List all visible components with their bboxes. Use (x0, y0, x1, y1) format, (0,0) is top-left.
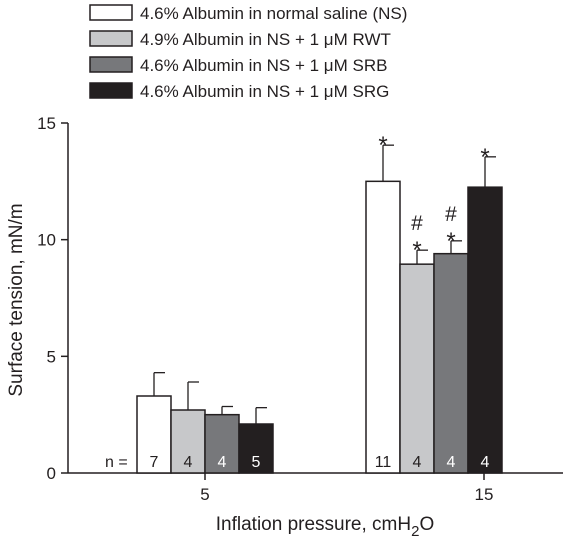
bar-cat-15-series-3 (433, 252, 469, 474)
y-axis-title: Surface tension, mN/m (6, 203, 27, 396)
bars: n = 7 11*4 4*#4 4*#5 4* (105, 132, 503, 474)
legend-label-2: 4.9% Albumin in NS + 1 μM RWT (140, 30, 391, 49)
x-tick-label-15: 15 (475, 485, 494, 504)
significance-star-cat-15-series-2: * (412, 237, 421, 264)
legend-label-3: 4.6% Albumin in NS + 1 μM SRB (140, 56, 387, 75)
n-label-cat-15-series-4: 4 (481, 454, 490, 471)
n-label-cat-5-series-1: 7 (150, 454, 159, 471)
significance-star-cat-15-series-4: * (480, 144, 489, 171)
significance-star-cat-15-series-1: * (378, 132, 387, 159)
n-label-cat-5-series-2: 4 (184, 454, 193, 471)
x-axis-title-main: Inflation pressure, cmH (216, 514, 411, 535)
bar-cat-5-series-1 (136, 395, 172, 474)
significance-star-cat-15-series-3: * (446, 228, 455, 255)
legend-swatch-1 (89, 4, 133, 21)
n-label-cat-5-series-4: 5 (252, 454, 261, 471)
bar-cat-15-series-1 (365, 180, 401, 474)
legend-label-1: 4.6% Albumin in normal saline (NS) (140, 4, 407, 23)
n-prefix-label: n = (105, 454, 128, 471)
legend: 4.6% Albumin in normal saline (NS) 4.9% A… (89, 4, 407, 101)
n-label-cat-15-series-2: 4 (413, 454, 422, 471)
legend-label-4: 4.6% Albumin in NS + 1 μM SRG (140, 82, 389, 101)
n-label-cat-5-series-3: 4 (218, 454, 227, 471)
bar-cat-5-series-4 (238, 423, 274, 474)
significance-hash-cat-15-series-2: # (411, 212, 423, 235)
x-axis-title-tail: O (419, 514, 434, 535)
bar-cat-5-series-3 (204, 413, 240, 474)
x-axis-title-subscript: 2 (411, 523, 419, 539)
bar-cat-15-series-4 (467, 186, 503, 474)
legend-swatch-2 (89, 30, 133, 47)
legend-swatch-3 (89, 56, 133, 73)
x-axis-title: Inflation pressure, cmH2O (216, 514, 434, 539)
n-label-cat-15-series-1: 11 (375, 454, 392, 471)
bar-cat-15-series-2 (399, 263, 435, 474)
significance-hash-cat-15-series-3: # (445, 203, 457, 226)
bar-cat-5-series-2 (170, 409, 206, 474)
y-tick-label-10: 10 (37, 231, 56, 250)
y-tick-label-5: 5 (47, 347, 56, 366)
y-tick-label-15: 15 (37, 114, 56, 133)
x-tick-label-5: 5 (200, 485, 209, 504)
n-label-cat-15-series-3: 4 (447, 454, 456, 471)
y-tick-label-0: 0 (47, 464, 56, 483)
legend-swatch-4 (89, 82, 133, 99)
